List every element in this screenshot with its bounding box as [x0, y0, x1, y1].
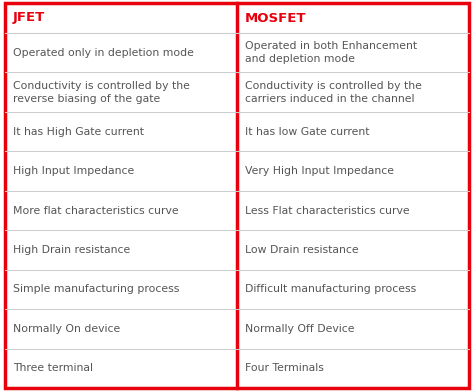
- Text: Operated in both Enhancement
and depletion mode: Operated in both Enhancement and depleti…: [245, 41, 417, 65]
- Text: Simple manufacturing process: Simple manufacturing process: [13, 284, 179, 294]
- Text: More flat characteristics curve: More flat characteristics curve: [13, 206, 179, 215]
- Text: It has High Gate current: It has High Gate current: [13, 127, 144, 136]
- Text: Normally On device: Normally On device: [13, 324, 120, 334]
- Text: High Drain resistance: High Drain resistance: [13, 245, 130, 255]
- Text: High Input Impedance: High Input Impedance: [13, 166, 134, 176]
- Text: Operated only in depletion mode: Operated only in depletion mode: [13, 48, 194, 58]
- Text: JFET: JFET: [13, 11, 45, 25]
- Text: Low Drain resistance: Low Drain resistance: [245, 245, 359, 255]
- Text: Very High Input Impedance: Very High Input Impedance: [245, 166, 394, 176]
- Text: Less Flat characteristics curve: Less Flat characteristics curve: [245, 206, 410, 215]
- Text: Difficult manufacturing process: Difficult manufacturing process: [245, 284, 416, 294]
- Text: Conductivity is controlled by the
carriers induced in the channel: Conductivity is controlled by the carrie…: [245, 81, 422, 104]
- Text: It has low Gate current: It has low Gate current: [245, 127, 370, 136]
- Text: Normally Off Device: Normally Off Device: [245, 324, 355, 334]
- Text: Three terminal: Three terminal: [13, 363, 93, 373]
- Text: Four Terminals: Four Terminals: [245, 363, 324, 373]
- Text: MOSFET: MOSFET: [245, 11, 307, 25]
- Text: Conductivity is controlled by the
reverse biasing of the gate: Conductivity is controlled by the revers…: [13, 81, 190, 104]
